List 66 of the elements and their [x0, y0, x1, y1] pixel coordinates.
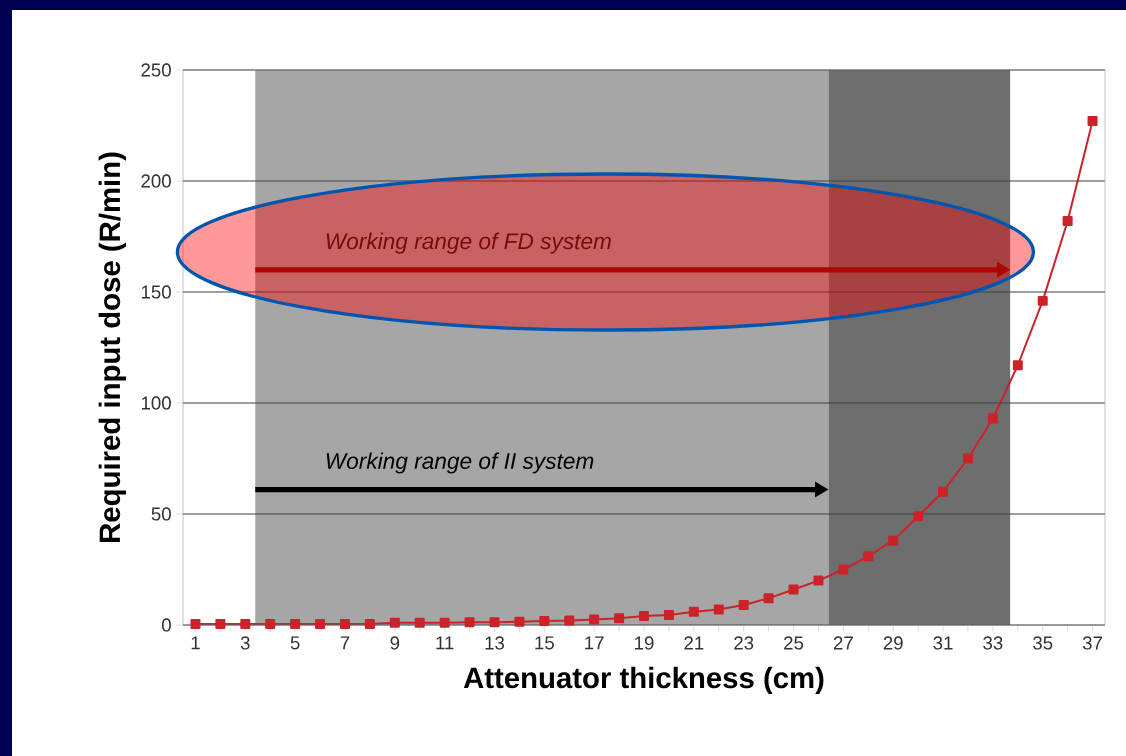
point — [464, 617, 475, 628]
point — [738, 600, 749, 611]
point — [315, 618, 326, 629]
y-tick-label: 250 — [141, 63, 171, 77]
x-tick-label: 11 — [436, 636, 454, 650]
y-tick-label: 100 — [141, 396, 171, 410]
x-axis-title: Attenuator thickness (cm) — [463, 666, 824, 695]
x-tick-label: 31 — [933, 636, 953, 650]
point — [339, 618, 350, 629]
x-tick-label: 21 — [684, 636, 704, 650]
point — [813, 575, 824, 586]
y-tick-label: 0 — [161, 618, 171, 632]
y-tick-label: 200 — [141, 174, 171, 188]
point — [190, 618, 201, 629]
y-tick-label: 150 — [141, 285, 171, 299]
point — [589, 614, 600, 625]
point — [863, 551, 874, 562]
point — [514, 616, 525, 627]
point — [788, 584, 799, 595]
point — [938, 486, 949, 497]
point — [215, 618, 226, 629]
point — [688, 606, 699, 617]
point — [439, 617, 450, 628]
x-tick-label: 7 — [340, 636, 350, 650]
point — [888, 535, 899, 546]
x-tick-label: 37 — [1082, 636, 1102, 650]
x-tick-label: 15 — [535, 636, 554, 650]
x-tick-label: 33 — [983, 636, 1003, 650]
point — [265, 618, 276, 629]
x-tick-label: 35 — [1033, 636, 1053, 650]
x-tick-label: 13 — [485, 636, 505, 650]
y-tick-label: 50 — [151, 507, 171, 521]
annotation: Working range of II system — [326, 452, 594, 474]
point — [987, 413, 998, 424]
point — [564, 615, 575, 626]
point — [489, 617, 500, 628]
point — [414, 617, 425, 628]
point — [290, 618, 301, 629]
point — [1037, 295, 1048, 306]
x-tick-label: 19 — [635, 636, 654, 650]
point — [539, 616, 550, 626]
point — [663, 610, 674, 621]
point — [913, 511, 924, 522]
x-tick-label: 1 — [191, 636, 200, 650]
point — [1062, 215, 1073, 226]
x-tick-label: 3 — [240, 636, 250, 650]
point — [240, 618, 251, 629]
point — [1012, 360, 1023, 371]
x-tick-label: 9 — [390, 636, 400, 650]
x-tick-label: 29 — [883, 636, 903, 650]
y-axis-title: Required input dose (R/min) — [98, 152, 126, 542]
point — [838, 564, 849, 575]
point — [614, 613, 625, 624]
point — [364, 618, 375, 629]
annotation: Working range of FD system — [326, 232, 611, 254]
point — [962, 453, 973, 464]
x-tick-label: 25 — [784, 636, 804, 650]
x-tick-label: 5 — [290, 636, 300, 650]
x-tick-label: 27 — [833, 636, 853, 650]
x-tick-label: 23 — [734, 636, 754, 650]
point — [639, 611, 650, 622]
x-tick-label: 17 — [585, 636, 604, 650]
point — [763, 593, 774, 604]
point — [1087, 116, 1098, 127]
point — [713, 604, 724, 615]
point — [389, 617, 400, 628]
